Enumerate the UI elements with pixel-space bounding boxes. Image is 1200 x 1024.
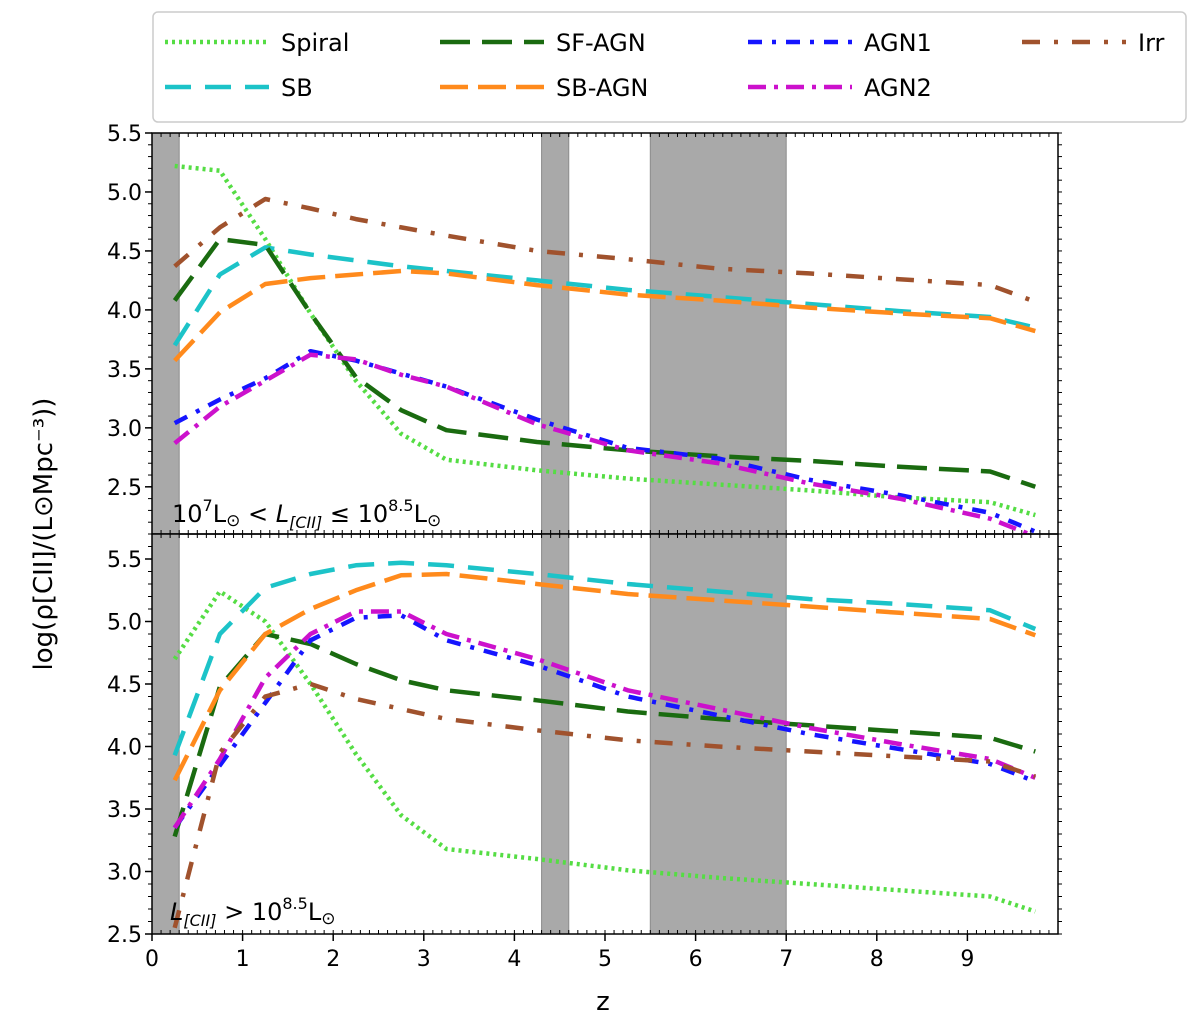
bottom-series-irr xyxy=(172,681,1037,929)
bottom-shaded-range-3 xyxy=(649,533,787,935)
bottom-y-tick-label: 5.5 xyxy=(107,548,142,573)
bottom-y-tick-label: 2.5 xyxy=(107,923,142,948)
legend-label-irr: Irr xyxy=(1138,29,1165,57)
x-tick-label: 0 xyxy=(145,947,159,972)
bottom-series-agn2 xyxy=(172,609,1037,830)
bottom-y-tick-label: 5.0 xyxy=(107,611,142,636)
x-tick-label: 2 xyxy=(326,947,340,972)
top-shaded-range-1 xyxy=(151,132,180,535)
top-y-tick-label: 5.0 xyxy=(107,181,142,206)
bottom-series-spiral xyxy=(172,589,1037,914)
legend-frame xyxy=(152,11,1187,123)
top-series-sb xyxy=(172,245,1036,347)
top-series-sb-agn xyxy=(173,268,1036,363)
bottom-series-sf-agn xyxy=(172,631,1036,838)
x-tick-label: 7 xyxy=(779,947,793,972)
top-series-irr xyxy=(173,196,1037,304)
top-series-agn1 xyxy=(173,348,1037,534)
top-y-tick-label: 3.0 xyxy=(107,417,142,442)
bottom-series-sb-agn xyxy=(172,571,1037,782)
top-y-tick-label: 2.5 xyxy=(107,476,142,501)
bottom-y-tick-label: 4.5 xyxy=(107,673,142,698)
top-y-tick-label: 5.5 xyxy=(107,122,142,147)
bottom-panel-annotation: L[CII] > 108.5L⊙ xyxy=(170,894,335,930)
x-tick-label: 6 xyxy=(689,947,703,972)
legend-label-sb: SB xyxy=(281,74,313,102)
top-y-tick-label: 4.0 xyxy=(107,299,142,324)
top-shaded-range-2 xyxy=(541,132,570,535)
legend-label-sf-agn: SF-AGN xyxy=(556,29,646,57)
x-axis-label: z xyxy=(596,987,610,1017)
x-tick-label: 5 xyxy=(598,947,612,972)
bottom-series-sb xyxy=(172,560,1037,757)
top-series-spiral xyxy=(174,163,1036,518)
legend-label-spiral: Spiral xyxy=(281,29,349,57)
legend-label-sb-agn: SB-AGN xyxy=(556,74,648,102)
x-tick-label: 4 xyxy=(507,947,521,972)
top-y-tick-label: 3.5 xyxy=(107,358,142,383)
bottom-y-tick-label: 3.0 xyxy=(107,861,142,886)
top-y-tick-label: 4.5 xyxy=(107,240,142,265)
y-axis-label: log(ρ[CII]/(L⊙Mpc⁻³)) xyxy=(29,398,59,671)
legend-label-agn2: AGN2 xyxy=(864,74,932,102)
legend-label-agn1: AGN1 xyxy=(864,29,932,57)
top-shaded-range-3 xyxy=(649,132,787,535)
top-series-sf-agn xyxy=(172,236,1037,489)
top-panel: 2.5 3.0 3.5 4.0 4.5 5.0 5.5 107L⊙ < L[CII] ≤ 1… xyxy=(107,122,1062,535)
legend: Spiral SF-AGN AGN1 Irr SB SB-AGN AGN2 xyxy=(152,11,1187,123)
bottom-panel: 2.5 3.0 3.5 4.0 4.5 5.0 5.5 L[CII] > 108.5L⊙ xyxy=(107,533,1062,948)
bottom-series-agn1 xyxy=(172,613,1037,830)
top-panel-annotation: 107L⊙ < L[CII] ≤ 108.5L⊙ xyxy=(172,496,441,532)
bottom-shaded-range-1 xyxy=(151,533,180,935)
x-tick-label: 1 xyxy=(236,947,250,972)
x-tick-label: 3 xyxy=(417,947,431,972)
top-series-agn2 xyxy=(173,352,1036,534)
bottom-y-tick-label: 3.5 xyxy=(107,798,142,823)
bottom-y-tick-label: 4.0 xyxy=(107,736,142,761)
x-tick-label: 8 xyxy=(870,947,884,972)
x-tick-label: 9 xyxy=(960,947,974,972)
top-panel-frame xyxy=(151,132,1059,535)
